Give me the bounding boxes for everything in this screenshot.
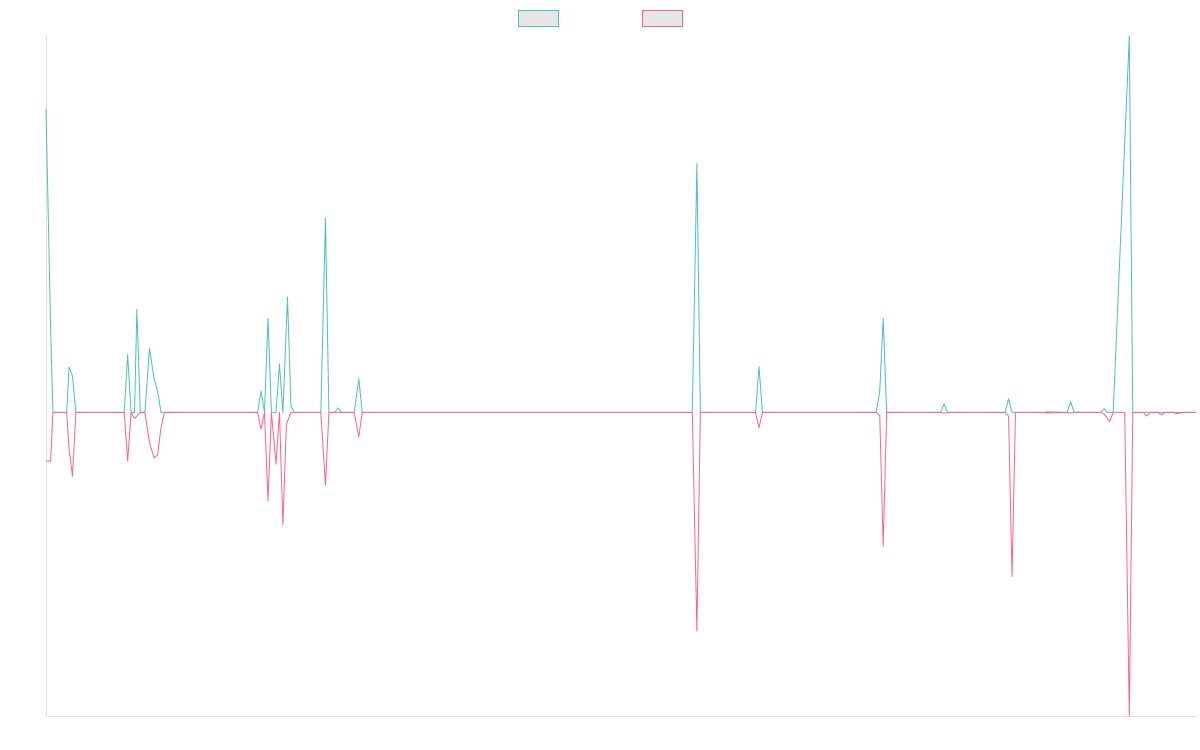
legend-item-2[interactable] [642, 10, 683, 27]
axes [46, 36, 1196, 717]
series-line-1 [45, 35, 1196, 413]
series-line-2 [46, 411, 1196, 717]
legend-swatch-2[interactable] [642, 10, 683, 27]
legend [518, 10, 683, 27]
plot-area [45, 35, 1196, 717]
legend-swatch-1[interactable] [518, 10, 559, 27]
legend-item-1[interactable] [518, 10, 559, 27]
